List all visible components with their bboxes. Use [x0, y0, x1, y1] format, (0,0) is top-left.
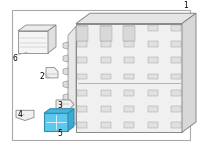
Polygon shape [101, 122, 111, 128]
Polygon shape [171, 41, 181, 47]
Polygon shape [124, 57, 134, 63]
Polygon shape [123, 26, 135, 41]
Polygon shape [77, 106, 87, 112]
Text: 5: 5 [58, 129, 62, 138]
Polygon shape [101, 25, 111, 31]
Polygon shape [124, 106, 134, 112]
Polygon shape [171, 122, 181, 128]
Polygon shape [18, 25, 56, 31]
Polygon shape [63, 107, 68, 114]
Text: 6: 6 [13, 54, 17, 63]
Polygon shape [171, 74, 181, 79]
Polygon shape [77, 74, 87, 79]
Polygon shape [101, 41, 111, 47]
Polygon shape [63, 68, 68, 75]
Text: 2: 2 [40, 72, 44, 81]
Polygon shape [77, 25, 87, 31]
Polygon shape [171, 25, 181, 31]
Polygon shape [68, 109, 74, 131]
Polygon shape [148, 122, 158, 128]
Polygon shape [44, 113, 68, 131]
Polygon shape [101, 74, 111, 79]
Polygon shape [68, 26, 76, 125]
Polygon shape [46, 68, 58, 78]
Polygon shape [124, 122, 134, 128]
Polygon shape [148, 90, 158, 96]
Polygon shape [76, 26, 88, 41]
Polygon shape [44, 109, 74, 113]
Polygon shape [171, 57, 181, 63]
Polygon shape [124, 25, 134, 31]
Polygon shape [63, 81, 68, 88]
Polygon shape [76, 24, 182, 132]
Polygon shape [77, 122, 87, 128]
Polygon shape [77, 57, 87, 63]
Polygon shape [56, 100, 74, 109]
Polygon shape [100, 26, 112, 41]
Polygon shape [77, 90, 87, 96]
Bar [12, 10, 190, 140]
Polygon shape [63, 94, 68, 101]
Polygon shape [77, 41, 87, 47]
Polygon shape [148, 25, 158, 31]
Polygon shape [148, 106, 158, 112]
Polygon shape [171, 90, 181, 96]
Polygon shape [76, 13, 196, 24]
Polygon shape [16, 110, 34, 121]
Polygon shape [148, 74, 158, 79]
Polygon shape [18, 31, 48, 53]
Polygon shape [124, 41, 134, 47]
Text: 1: 1 [184, 1, 188, 10]
Text: 4: 4 [18, 110, 22, 119]
Polygon shape [124, 74, 134, 79]
Polygon shape [48, 25, 56, 53]
Text: 3: 3 [58, 101, 62, 110]
Polygon shape [101, 57, 111, 63]
Polygon shape [148, 41, 158, 47]
Polygon shape [182, 13, 196, 132]
Polygon shape [101, 106, 111, 112]
Polygon shape [101, 90, 111, 96]
Polygon shape [63, 42, 68, 49]
Polygon shape [63, 55, 68, 62]
Polygon shape [124, 90, 134, 96]
Polygon shape [171, 106, 181, 112]
Polygon shape [148, 57, 158, 63]
